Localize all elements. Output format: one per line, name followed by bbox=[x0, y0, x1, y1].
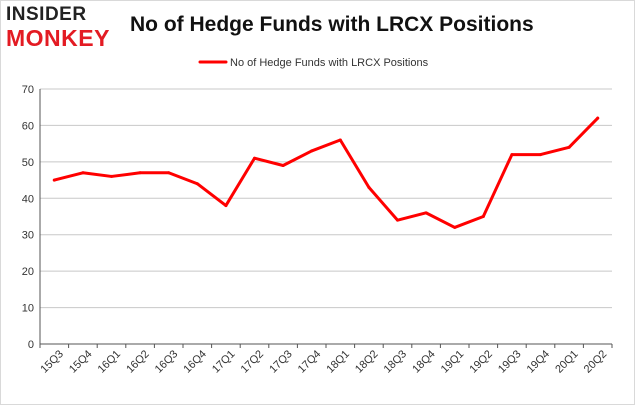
x-tick-label: 18Q3 bbox=[382, 348, 410, 376]
data-point bbox=[481, 215, 485, 218]
data-point bbox=[539, 153, 542, 157]
data-point bbox=[167, 171, 171, 175]
x-tick-label: 15Q4 bbox=[67, 348, 95, 376]
data-point bbox=[52, 178, 56, 182]
y-tick-label: 10 bbox=[22, 303, 34, 315]
series-line bbox=[52, 116, 600, 229]
data-point bbox=[110, 174, 113, 178]
x-tick-label: 16Q4 bbox=[181, 348, 209, 376]
data-point bbox=[567, 145, 571, 149]
logo-line-1: INSIDER bbox=[6, 4, 87, 25]
x-tick-label: 19Q4 bbox=[525, 348, 553, 376]
insider-monkey-logo: INSIDER MONKEY bbox=[6, 4, 116, 51]
x-tick-label: 17Q1 bbox=[210, 348, 238, 376]
x-tick-label: 17Q4 bbox=[296, 348, 324, 376]
data-point bbox=[396, 218, 399, 222]
y-tick-label: 30 bbox=[22, 230, 34, 242]
data-point bbox=[281, 164, 285, 167]
data-point bbox=[596, 116, 600, 120]
y-tick-label: 20 bbox=[22, 266, 34, 278]
x-tick-label: 16Q1 bbox=[96, 348, 124, 376]
data-point bbox=[367, 185, 371, 189]
data-point bbox=[453, 225, 457, 229]
data-point bbox=[424, 211, 428, 215]
data-point bbox=[224, 204, 228, 208]
y-tick-label: 60 bbox=[22, 120, 34, 132]
legend-label: No of Hedge Funds with LRCX Positions bbox=[230, 57, 429, 69]
x-tick-label: 18Q2 bbox=[353, 348, 381, 376]
data-point bbox=[195, 182, 199, 186]
data-point bbox=[310, 149, 314, 153]
x-tick-label: 19Q3 bbox=[496, 348, 524, 376]
x-tick-label: 16Q2 bbox=[124, 348, 152, 376]
x-tick-label: 15Q3 bbox=[38, 348, 66, 376]
x-tick-label: 20Q2 bbox=[582, 348, 610, 376]
data-point bbox=[510, 153, 514, 157]
x-tick-label: 16Q3 bbox=[153, 348, 181, 376]
x-tick-label: 18Q4 bbox=[410, 348, 438, 376]
data-point bbox=[138, 171, 142, 175]
y-tick-label: 0 bbox=[28, 339, 34, 351]
data-point bbox=[81, 171, 85, 175]
y-tick-label: 70 bbox=[22, 84, 34, 96]
x-tick-label: 17Q2 bbox=[239, 348, 267, 376]
chart-title: No of Hedge Funds with LRCX Positions bbox=[130, 13, 534, 36]
x-tick-label: 17Q3 bbox=[267, 348, 295, 376]
y-tick-label: 40 bbox=[22, 193, 34, 205]
y-tick-label: 50 bbox=[22, 157, 34, 169]
logo-line-2: MONKEY bbox=[6, 25, 110, 51]
x-tick-label: 19Q1 bbox=[439, 348, 467, 376]
x-tick-label: 20Q1 bbox=[553, 348, 581, 376]
data-point bbox=[338, 138, 342, 142]
data-point bbox=[253, 156, 256, 160]
x-tick-label: 18Q1 bbox=[324, 348, 352, 376]
x-tick-label: 19Q2 bbox=[467, 348, 495, 376]
